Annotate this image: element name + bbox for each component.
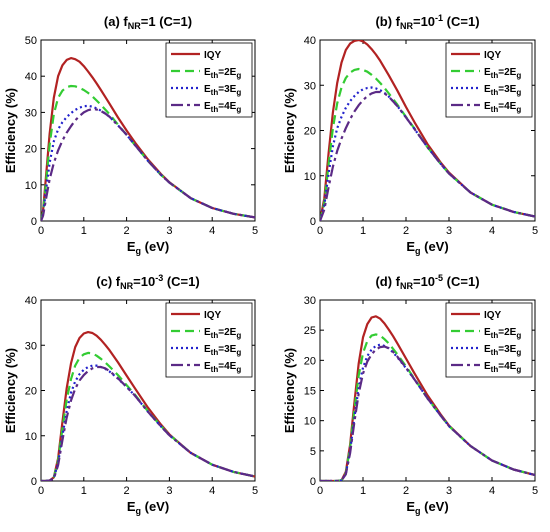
y-axis-label: Efficiency (%) bbox=[3, 348, 18, 433]
panel-d: 0 1 2 3 4 5 0 5 10 15 20 25 30 (d) fNR=10-5 (C=1) Eg (… bbox=[282, 273, 538, 516]
legend: IQY Eth=2Eg Eth=3Eg Eth=4Eg bbox=[445, 42, 533, 118]
x-tick-label: 4 bbox=[209, 485, 215, 497]
legend-entry: Eth=3Eg bbox=[484, 84, 521, 97]
y-tick-label: 20 bbox=[25, 144, 37, 156]
x-tick-label: 2 bbox=[124, 485, 130, 497]
series-line-3 bbox=[320, 345, 535, 481]
x-tick-label: 3 bbox=[166, 485, 172, 497]
y-axis-label: Efficiency (%) bbox=[282, 348, 297, 433]
legend-entry: Eth=4Eg bbox=[484, 101, 521, 114]
legend-entry: Eth=3Eg bbox=[484, 344, 521, 357]
y-axis-label: Efficiency (%) bbox=[282, 88, 297, 173]
legend-entry: IQY bbox=[484, 310, 502, 321]
axes-box bbox=[40, 39, 256, 222]
y-tick-label: 40 bbox=[25, 71, 37, 83]
y-tick-label: 0 bbox=[310, 476, 316, 488]
x-tick-label: 2 bbox=[124, 225, 130, 237]
y-axis-label: Efficiency (%) bbox=[3, 88, 18, 173]
panel-title: (b) fNR=10-1 (C=1) bbox=[375, 13, 479, 31]
x-tick-label: 0 bbox=[38, 485, 44, 497]
y-tick-label: 40 bbox=[25, 295, 37, 307]
legend-entry: IQY bbox=[204, 50, 222, 61]
legend-entry: Eth=3Eg bbox=[204, 84, 241, 97]
y-tick-label: 30 bbox=[25, 340, 37, 352]
x-tick-label: 2 bbox=[403, 485, 409, 497]
y-tick-label: 10 bbox=[25, 431, 37, 443]
y-tick-label: 20 bbox=[304, 355, 316, 367]
series-line-1 bbox=[41, 84, 255, 221]
legend-entry: Eth=4Eg bbox=[204, 101, 241, 114]
series-line-2 bbox=[41, 364, 255, 481]
panel-b: 0 1 2 3 4 5 0 10 20 30 40 (b) fNR=10-1 (C=1) Eg (eV)… bbox=[282, 13, 538, 256]
y-tick-label: 0 bbox=[31, 216, 37, 228]
x-tick-label: 0 bbox=[38, 225, 44, 237]
legend-entry: IQY bbox=[484, 50, 502, 61]
x-tick-label: 4 bbox=[489, 485, 495, 497]
legend: IQY Eth=2Eg Eth=3Eg Eth=4Eg bbox=[165, 302, 253, 378]
y-tick-label: 20 bbox=[25, 386, 37, 398]
legend-entry: Eth=4Eg bbox=[204, 361, 241, 374]
legend-entry: Eth=3Eg bbox=[204, 344, 241, 357]
x-tick-label: 5 bbox=[252, 225, 258, 237]
panel-c: 0 1 2 3 4 5 0 10 20 30 40 (c) fNR=10-3 (C=1) Eg (eV)… bbox=[3, 273, 258, 516]
x-tick-label: 3 bbox=[446, 485, 452, 497]
legend: IQY Eth=2Eg Eth=3Eg Eth=4Eg bbox=[445, 302, 533, 378]
y-tick-label: 10 bbox=[25, 180, 37, 192]
legend-entry: Eth=2Eg bbox=[484, 67, 521, 80]
series-line-1 bbox=[320, 67, 535, 221]
x-tick-label: 3 bbox=[446, 225, 452, 237]
y-tick-label: 40 bbox=[304, 35, 316, 47]
x-axis-label: Eg (eV) bbox=[127, 499, 169, 516]
x-axis-label: Eg (eV) bbox=[406, 239, 448, 256]
y-tick-label: 30 bbox=[25, 107, 37, 119]
x-tick-label: 4 bbox=[489, 225, 495, 237]
legend-entry: Eth=2Eg bbox=[204, 327, 241, 340]
y-tick-label: 15 bbox=[304, 386, 316, 398]
x-tick-label: 1 bbox=[360, 225, 366, 237]
legend-entry: Eth=2Eg bbox=[204, 67, 241, 80]
x-tick-label: 5 bbox=[532, 225, 538, 237]
x-tick-label: 0 bbox=[317, 225, 323, 237]
y-tick-label: 0 bbox=[310, 216, 316, 228]
y-tick-label: 10 bbox=[304, 171, 316, 183]
y-tick-label: 25 bbox=[304, 325, 316, 337]
x-axis-label: Eg (eV) bbox=[127, 239, 169, 256]
y-tick-label: 30 bbox=[304, 295, 316, 307]
y-tick-label: 5 bbox=[310, 446, 316, 458]
y-tick-label: 30 bbox=[304, 80, 316, 92]
x-tick-label: 5 bbox=[252, 485, 258, 497]
x-tick-label: 1 bbox=[360, 485, 366, 497]
series-line-3 bbox=[320, 90, 535, 221]
legend-entry: Eth=4Eg bbox=[484, 361, 521, 374]
legend: IQY Eth=2Eg Eth=3Eg Eth=4Eg bbox=[165, 42, 253, 118]
y-tick-label: 0 bbox=[31, 476, 37, 488]
series-line-3 bbox=[41, 365, 255, 481]
series-line-2 bbox=[320, 86, 535, 221]
y-tick-label: 50 bbox=[25, 35, 37, 47]
y-tick-label: 10 bbox=[304, 416, 316, 428]
x-tick-label: 1 bbox=[81, 225, 87, 237]
y-tick-label: 20 bbox=[304, 126, 316, 138]
panel-title: (d) fNR=10-5 (C=1) bbox=[375, 273, 479, 291]
series-line-3 bbox=[41, 107, 255, 221]
x-tick-label: 1 bbox=[81, 485, 87, 497]
x-tick-label: 4 bbox=[209, 225, 215, 237]
panel-title: (c) fNR=10-3 (C=1) bbox=[96, 273, 199, 291]
legend-entry: Eth=2Eg bbox=[484, 327, 521, 340]
panel-title: (a) fNR=1 (C=1) bbox=[104, 14, 192, 31]
x-tick-label: 5 bbox=[532, 485, 538, 497]
legend-entry: IQY bbox=[204, 310, 222, 321]
x-axis-label: Eg (eV) bbox=[406, 499, 448, 516]
x-tick-label: 2 bbox=[403, 225, 409, 237]
x-tick-label: 3 bbox=[166, 225, 172, 237]
x-tick-label: 0 bbox=[317, 485, 323, 497]
